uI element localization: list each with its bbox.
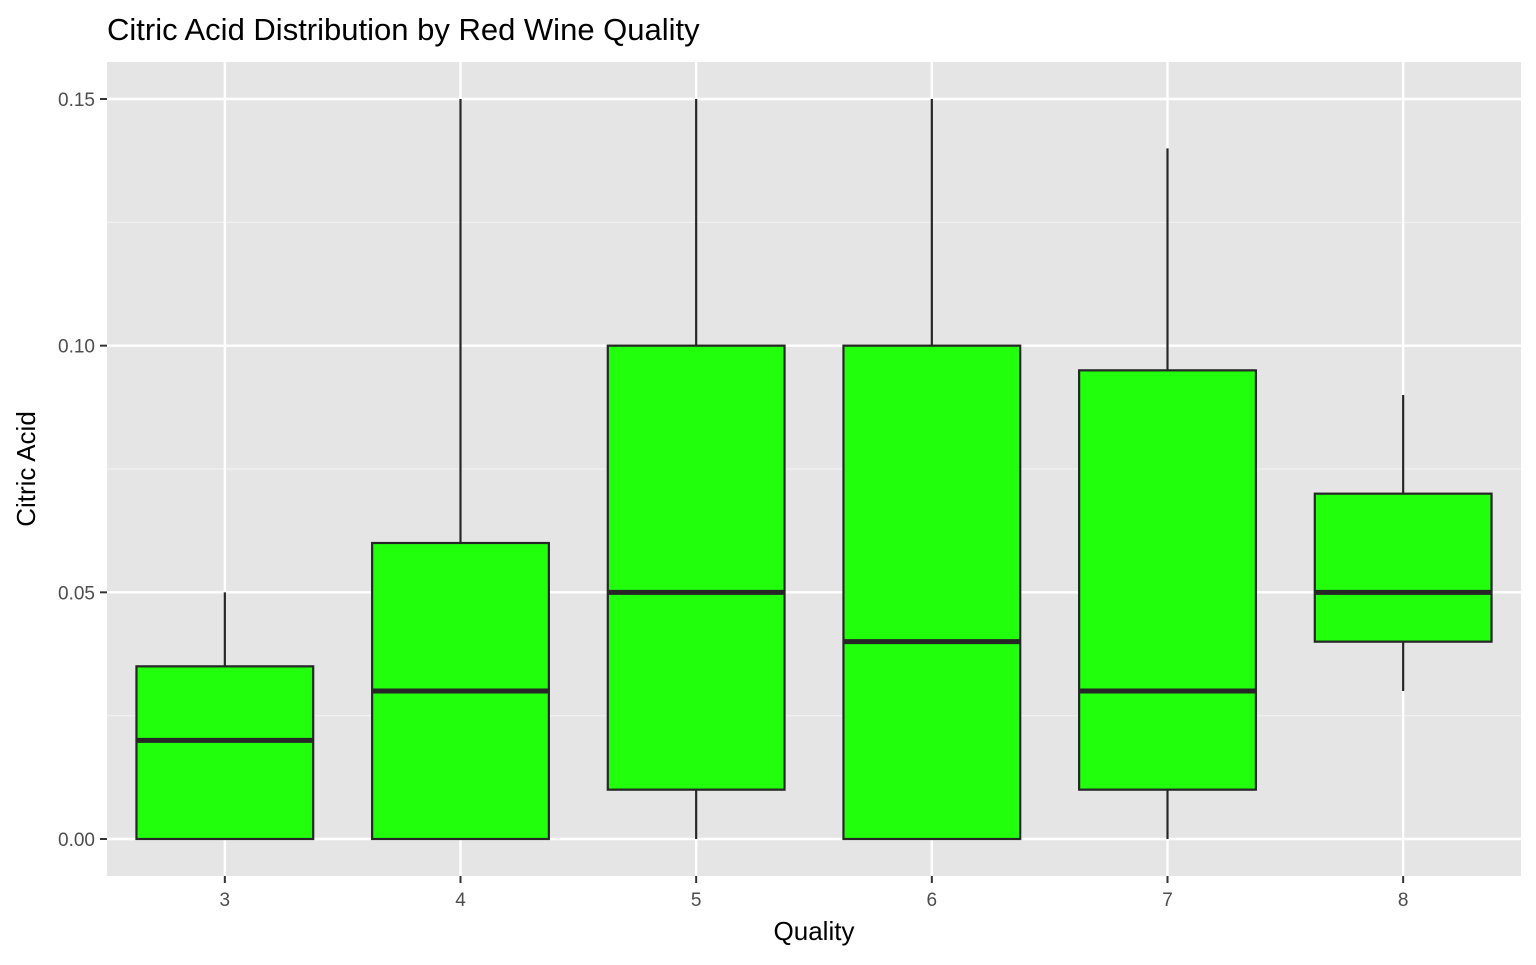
- chart-title: Citric Acid Distribution by Red Wine Qua…: [107, 12, 700, 47]
- y-axis: 0.00 0.05 0.10 0.15: [58, 90, 107, 851]
- x-tick-label: 7: [1162, 890, 1173, 911]
- box-quality-8: [1313, 395, 1493, 691]
- x-tick-label: 3: [220, 890, 231, 911]
- iqr-box: [842, 344, 1022, 841]
- y-axis-title: Citric Acid: [11, 411, 41, 527]
- x-tick-label: 6: [927, 890, 938, 911]
- y-tick-label: 0.10: [58, 337, 95, 358]
- x-axis-title: Quality: [774, 916, 855, 946]
- iqr-box: [606, 344, 786, 791]
- x-axis: 3 4 5 6 7 8: [220, 876, 1409, 911]
- box-quality-6: [842, 99, 1022, 841]
- x-tick-label: 5: [691, 890, 702, 911]
- box-quality-4: [371, 99, 550, 841]
- box-quality-5: [606, 99, 786, 839]
- y-tick-label: 0.00: [58, 830, 95, 851]
- box-quality-7: [1078, 148, 1257, 839]
- box-quality-3: [135, 592, 315, 841]
- iqr-box: [135, 665, 315, 841]
- iqr-box: [1313, 492, 1493, 643]
- y-tick-label: 0.15: [58, 90, 95, 111]
- iqr-box: [1078, 369, 1257, 791]
- y-tick-label: 0.05: [58, 583, 95, 604]
- boxes-layer: [135, 99, 1493, 841]
- x-tick-label: 8: [1398, 890, 1409, 911]
- x-tick-label: 4: [455, 890, 466, 911]
- minor-gridlines: [107, 221, 1521, 717]
